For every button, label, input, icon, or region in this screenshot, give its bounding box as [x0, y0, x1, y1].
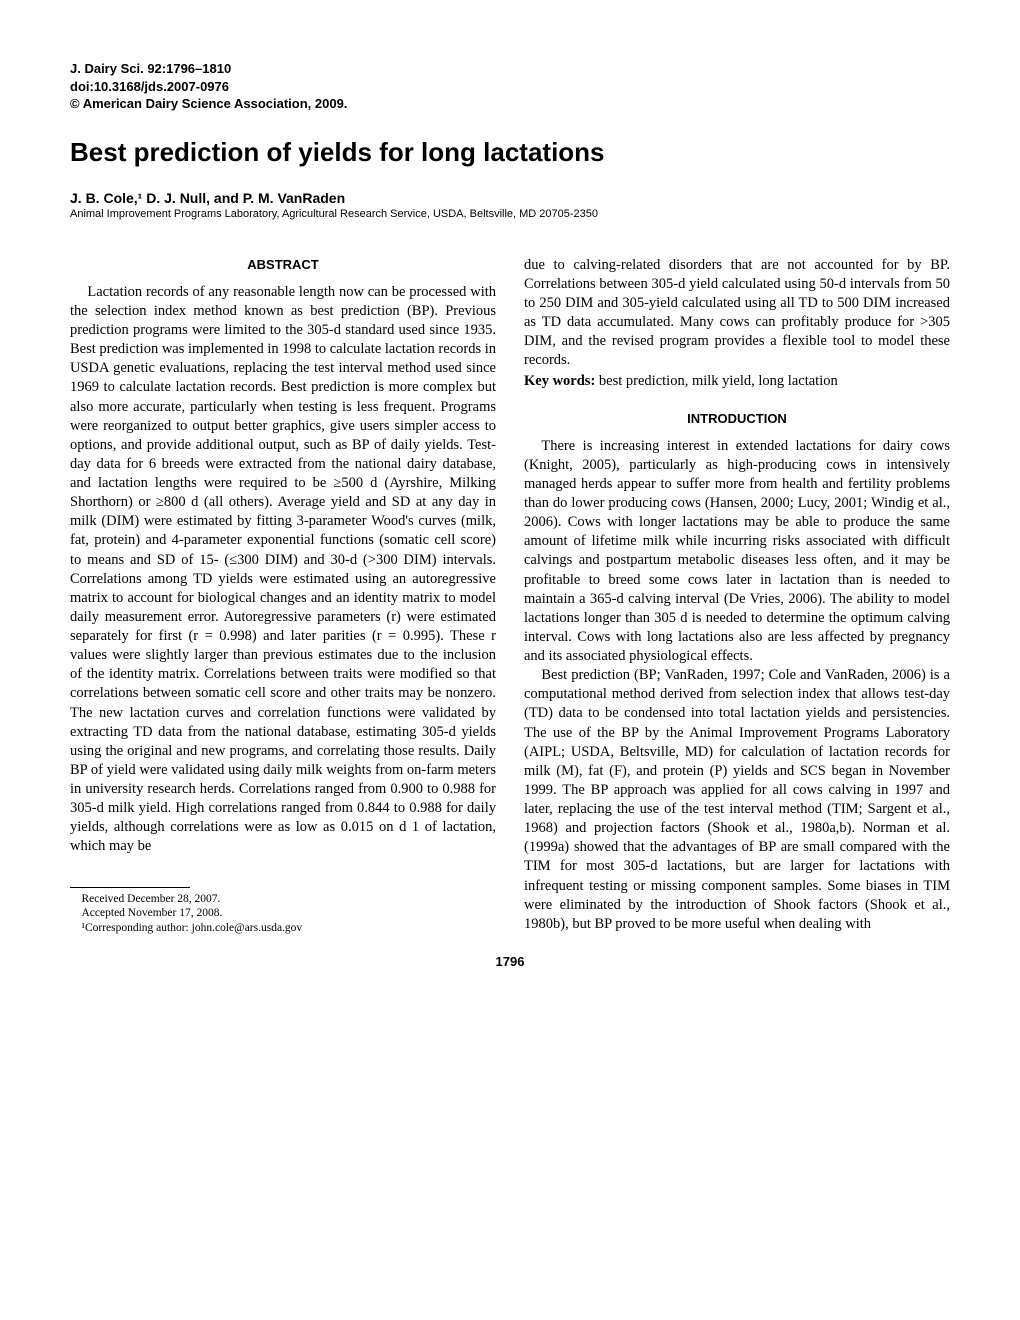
footnote-accepted: Accepted November 17, 2008. — [70, 906, 496, 921]
footnote-received: Received December 28, 2007. — [70, 892, 496, 907]
article-title: Best prediction of yields for long lacta… — [70, 137, 950, 168]
keywords-label: Key words: — [524, 373, 595, 389]
footnotes-block: Received December 28, 2007. Accepted Nov… — [70, 892, 496, 937]
intro-paragraph-1: There is increasing interest in extended… — [524, 437, 950, 667]
journal-meta: J. Dairy Sci. 92:1796–1810 doi:10.3168/j… — [70, 60, 950, 113]
abstract-continuation: due to calving-related disorders that ar… — [524, 256, 950, 371]
introduction-heading: INTRODUCTION — [524, 410, 950, 427]
keywords-text: best prediction, milk yield, long lactat… — [595, 373, 837, 389]
footnote-rule — [70, 887, 190, 888]
right-column: due to calving-related disorders that ar… — [524, 256, 950, 937]
keywords-line: Key words: best prediction, milk yield, … — [524, 372, 950, 391]
copyright: © American Dairy Science Association, 20… — [70, 95, 950, 113]
page-container: J. Dairy Sci. 92:1796–1810 doi:10.3168/j… — [0, 0, 1020, 1009]
author-affiliation: Animal Improvement Programs Laboratory, … — [70, 208, 950, 220]
abstract-heading: ABSTRACT — [70, 256, 496, 273]
author-list: J. B. Cole,¹ D. J. Null, and P. M. VanRa… — [70, 190, 950, 206]
two-column-layout: ABSTRACT Lactation records of any reason… — [70, 256, 950, 937]
doi: doi:10.3168/jds.2007-0976 — [70, 78, 950, 96]
left-column: ABSTRACT Lactation records of any reason… — [70, 256, 496, 937]
abstract-body: Lactation records of any reasonable leng… — [70, 283, 496, 857]
footnote-corresponding: ¹Corresponding author: john.cole@ars.usd… — [70, 921, 496, 936]
page-number: 1796 — [70, 954, 950, 969]
intro-paragraph-2: Best prediction (BP; VanRaden, 1997; Col… — [524, 666, 950, 934]
journal-citation: J. Dairy Sci. 92:1796–1810 — [70, 60, 950, 78]
